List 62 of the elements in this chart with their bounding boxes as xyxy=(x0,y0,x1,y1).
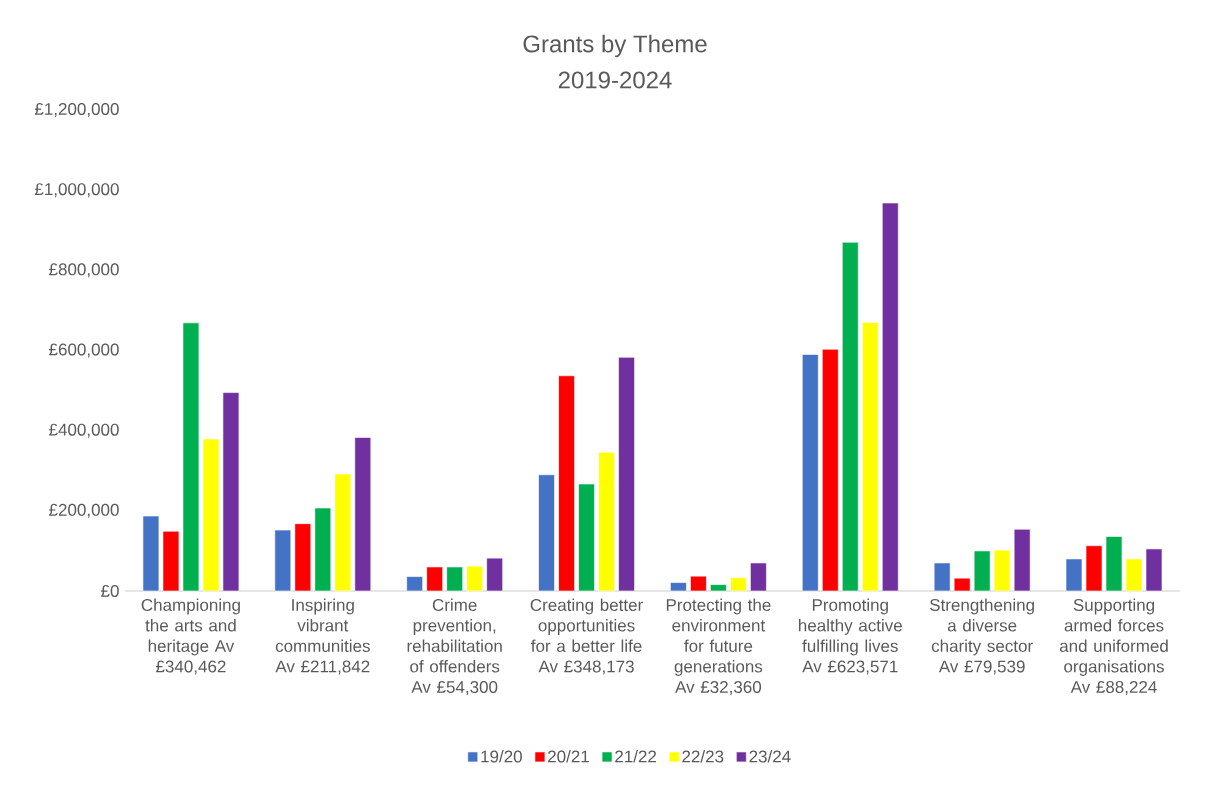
bar xyxy=(162,530,180,592)
bar xyxy=(881,202,899,592)
x-tick-label: Protecting the environment for future generations Av £32,360 xyxy=(666,598,771,696)
bar xyxy=(1125,558,1143,592)
legend-label: 21/22 xyxy=(615,750,657,763)
bar xyxy=(730,577,747,592)
y-tick-label: £800,000 xyxy=(49,263,119,278)
bar xyxy=(446,566,463,592)
bar xyxy=(354,437,372,592)
bar xyxy=(1065,558,1083,592)
bar xyxy=(1013,528,1031,592)
bar xyxy=(486,557,503,592)
x-tick-label: Supporting armed forces and uniformed organisations Av £88,224 xyxy=(1059,598,1168,696)
bar xyxy=(426,566,443,592)
bar xyxy=(1105,536,1123,592)
bar xyxy=(710,584,727,592)
bar xyxy=(1145,548,1163,592)
legend-label: 19/20 xyxy=(481,750,522,763)
bar xyxy=(578,483,595,592)
bar xyxy=(314,507,332,592)
bar xyxy=(821,348,839,592)
bar xyxy=(933,562,951,592)
bar xyxy=(1085,545,1103,592)
bar xyxy=(538,474,555,592)
bar xyxy=(973,550,991,592)
bar xyxy=(618,357,635,592)
bar xyxy=(142,515,160,592)
bar xyxy=(861,322,879,592)
y-tick-label: £200,000 xyxy=(49,503,119,518)
bar xyxy=(222,392,240,592)
bar xyxy=(466,565,483,592)
x-tick-label: Crime prevention, rehabilitation of offenders Av £54,300 xyxy=(407,598,502,696)
bar xyxy=(406,576,423,592)
bar xyxy=(801,354,819,592)
bar xyxy=(558,375,575,592)
chart-title: Grants by Theme xyxy=(523,34,707,58)
x-tick-label: Creating better opportunities for a better life Av £348,173 xyxy=(530,598,643,675)
bar xyxy=(841,241,859,592)
bar xyxy=(294,523,312,592)
x-tick-label: Strengthening a diverse charity sector Av £79,539 xyxy=(929,598,1034,675)
bar xyxy=(274,529,292,592)
bar xyxy=(598,452,615,592)
legend-label: 22/23 xyxy=(682,750,724,763)
y-tick-label: £600,000 xyxy=(49,343,119,358)
bar xyxy=(182,322,200,592)
bar xyxy=(953,577,971,592)
bar xyxy=(334,473,352,592)
bar xyxy=(670,582,687,592)
legend-label: 23/24 xyxy=(749,750,791,763)
x-tick-label: Promoting healthy active fulfilling lives Av £623,571 xyxy=(799,598,902,675)
legend-label: 20/21 xyxy=(548,750,589,763)
x-tick-label: Inspiring vibrant communities Av £211,842 xyxy=(275,598,370,675)
y-tick-label: £1,000,000 xyxy=(34,183,119,198)
bar xyxy=(690,575,707,592)
chart-subtitle: 2019-2024 xyxy=(558,71,672,89)
y-tick-label: £1,200,000 xyxy=(34,102,119,118)
bar xyxy=(202,438,220,592)
bar xyxy=(750,562,767,592)
bar xyxy=(993,549,1011,592)
y-tick-label: £0 xyxy=(101,584,119,598)
y-tick-label: £400,000 xyxy=(49,423,119,438)
x-tick-label: Championing the arts and heritage Av £340,462 xyxy=(141,598,240,675)
